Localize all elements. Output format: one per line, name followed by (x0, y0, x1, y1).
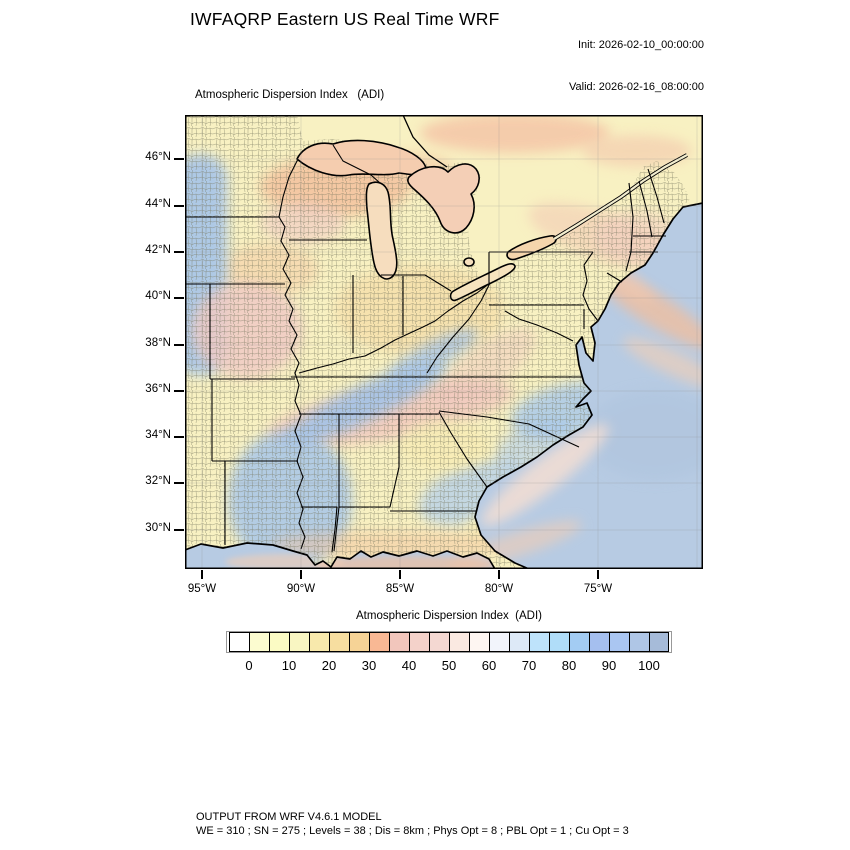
colorbar-cell (409, 632, 429, 652)
adi-map (185, 115, 703, 569)
colorbar-cell (649, 632, 669, 652)
colorbar-tick-label: 60 (481, 658, 497, 673)
map-field-title: Atmospheric Dispersion Index (ADI) (195, 89, 385, 101)
colorbar-cell (609, 632, 629, 652)
colorbar-cell (629, 632, 649, 652)
lon-tick-mark (597, 570, 599, 579)
colorbar-tick-label: 40 (401, 658, 417, 673)
colorbar-cell (269, 632, 289, 652)
colorbar-cell (229, 632, 249, 652)
lat-tick-label: 46°N (145, 151, 171, 163)
page-title: IWFAQRP Eastern US Real Time WRF (190, 9, 500, 29)
colorbar-tick-label: 80 (561, 658, 577, 673)
map-canvas (185, 115, 703, 569)
lake-erie (449, 263, 516, 302)
lon-tick-mark (201, 570, 203, 579)
colorbar-cell (509, 632, 529, 652)
colorbar-cell (289, 632, 309, 652)
lat-tick-label: 32°N (145, 475, 171, 487)
lon-tick-label: 85°W (385, 583, 415, 595)
colorbar-cell (329, 632, 349, 652)
lon-tick-label: 80°W (484, 583, 514, 595)
lon-tick-label: 95°W (187, 583, 217, 595)
st-lawrence-river (552, 153, 688, 241)
lat-tick-label: 34°N (145, 429, 171, 441)
init-time: Init: 2026-02-10_00:00:00 (578, 39, 704, 51)
lake-michigan (365, 181, 398, 280)
colorbar-cell (589, 632, 609, 652)
colorbar-tick-label: 20 (321, 658, 337, 673)
lat-tick-mark (174, 436, 184, 438)
lat-tick-label: 38°N (145, 337, 171, 349)
lat-tick-label: 44°N (145, 198, 171, 210)
lake-st-clair (463, 257, 475, 267)
ocean-adi-bands (225, 247, 703, 569)
lat-tick-mark (174, 158, 184, 160)
ontario-quebec-border (402, 115, 448, 168)
lat-tick-mark (174, 205, 184, 207)
lat-tick-mark (174, 529, 184, 531)
lat-tick-label: 40°N (145, 290, 171, 302)
colorbar-tick-label: 50 (441, 658, 457, 673)
great-lakes (296, 139, 557, 302)
lat-tick-mark (174, 251, 184, 253)
colorbar (226, 631, 672, 653)
colorbar-cell (489, 632, 509, 652)
lon-tick-mark (399, 570, 401, 579)
colorbar-title: Atmospheric Dispersion Index (ADI) (356, 610, 542, 622)
colorbar-tick-label: 70 (521, 658, 537, 673)
colorbar-cell (309, 632, 329, 652)
lat-tick-mark (174, 390, 184, 392)
colorbar-cell (389, 632, 409, 652)
lon-tick-label: 75°W (583, 583, 613, 595)
colorbar-tick-label: 90 (601, 658, 617, 673)
lake-ontario (506, 235, 557, 261)
lake-huron (407, 163, 480, 234)
colorbar-tick-label: 30 (361, 658, 377, 673)
lat-tick-mark (174, 297, 184, 299)
colorbar-cell (469, 632, 489, 652)
valid-time: Valid: 2026-02-16_08:00:00 (569, 81, 704, 93)
colorbar-tick-label: 10 (281, 658, 297, 673)
footer-config-line: WE = 310 ; SN = 275 ; Levels = 38 ; Dis … (196, 825, 629, 837)
coastline (185, 202, 703, 569)
colorbar-tick-label: 100 (638, 658, 660, 673)
graticule (185, 115, 703, 569)
lat-tick-mark (174, 344, 184, 346)
map-frame (185, 115, 703, 569)
lon-tick-label: 90°W (286, 583, 316, 595)
colorbar-cell (249, 632, 269, 652)
lon-tick-mark (300, 570, 302, 579)
footer-model-line: OUTPUT FROM WRF V4.6.1 MODEL (196, 811, 382, 823)
lat-tick-label: 30°N (145, 522, 171, 534)
county-boundaries-texture (185, 115, 690, 569)
colorbar-cell (549, 632, 569, 652)
lat-tick-mark (174, 482, 184, 484)
colorbar-tick-label: 0 (245, 658, 253, 673)
colorbar-cells (229, 632, 669, 652)
lon-tick-mark (498, 570, 500, 579)
colorbar-cell (529, 632, 549, 652)
lat-tick-label: 36°N (145, 383, 171, 395)
colorbar-cell (349, 632, 369, 652)
state-borders (185, 144, 666, 553)
colorbar-cell (429, 632, 449, 652)
colorbar-cell (449, 632, 469, 652)
colorbar-cell (569, 632, 589, 652)
lat-tick-label: 42°N (145, 244, 171, 256)
time-info: Init: 2026-02-10_00:00:00 Valid: 2026-02… (569, 10, 704, 122)
colorbar-cell (369, 632, 389, 652)
